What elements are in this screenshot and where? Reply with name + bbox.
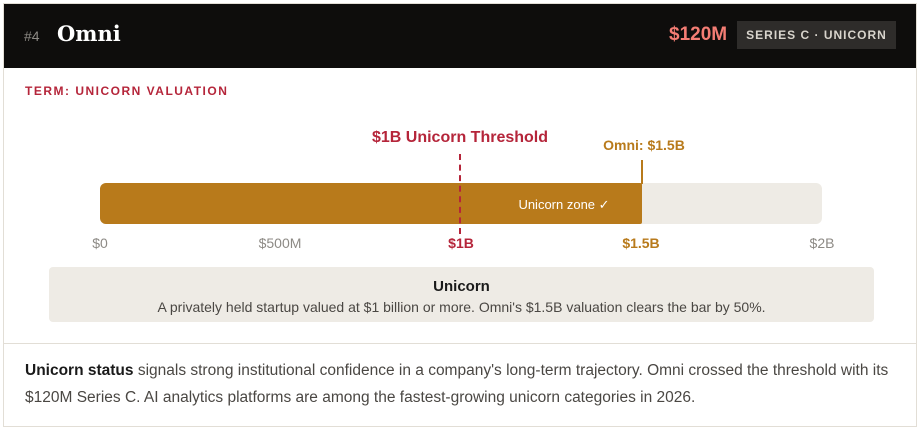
card-header: #4 Omni $120M SERIES C · UNICORN [4, 4, 916, 68]
valuation-marker-label: Omni: $1.5B [603, 137, 685, 153]
company-name: Omni [57, 21, 121, 46]
round-badge: SERIES C · UNICORN [737, 21, 896, 49]
scale-tick-500m: $500M [258, 235, 302, 251]
definition-box: Unicorn A privately held startup valued … [49, 267, 874, 322]
threshold-label: $1B Unicorn Threshold [371, 129, 549, 146]
scale-tick-2b: $2B [809, 235, 835, 251]
valuation-fill-bar [100, 183, 642, 224]
unicorn-card: #4 Omni $120M SERIES C · UNICORN TERM: U… [3, 3, 917, 427]
definition-text: A privately held startup valued at $1 bi… [157, 299, 766, 315]
valuation-marker-line [641, 160, 643, 184]
threshold-dashed-line [459, 154, 461, 234]
unicorn-zone-label: Unicorn zone ✓ [518, 197, 610, 212]
scale-tick-1b: $1B [448, 235, 474, 251]
scale-tick-0: $0 [92, 235, 108, 251]
summary-text: signals strong institutional confidence … [25, 362, 889, 406]
funding-amount: $120M [669, 24, 728, 45]
summary-paragraph: Unicorn status signals strong institutio… [25, 357, 905, 411]
definition-title: Unicorn [433, 278, 490, 295]
summary-bold-lead: Unicorn status [25, 362, 134, 379]
divider [4, 343, 916, 344]
scale-tick-1-5b: $1.5B [622, 235, 660, 251]
rank-label: #4 [24, 28, 40, 44]
term-label: TERM: UNICORN VALUATION [25, 84, 229, 98]
